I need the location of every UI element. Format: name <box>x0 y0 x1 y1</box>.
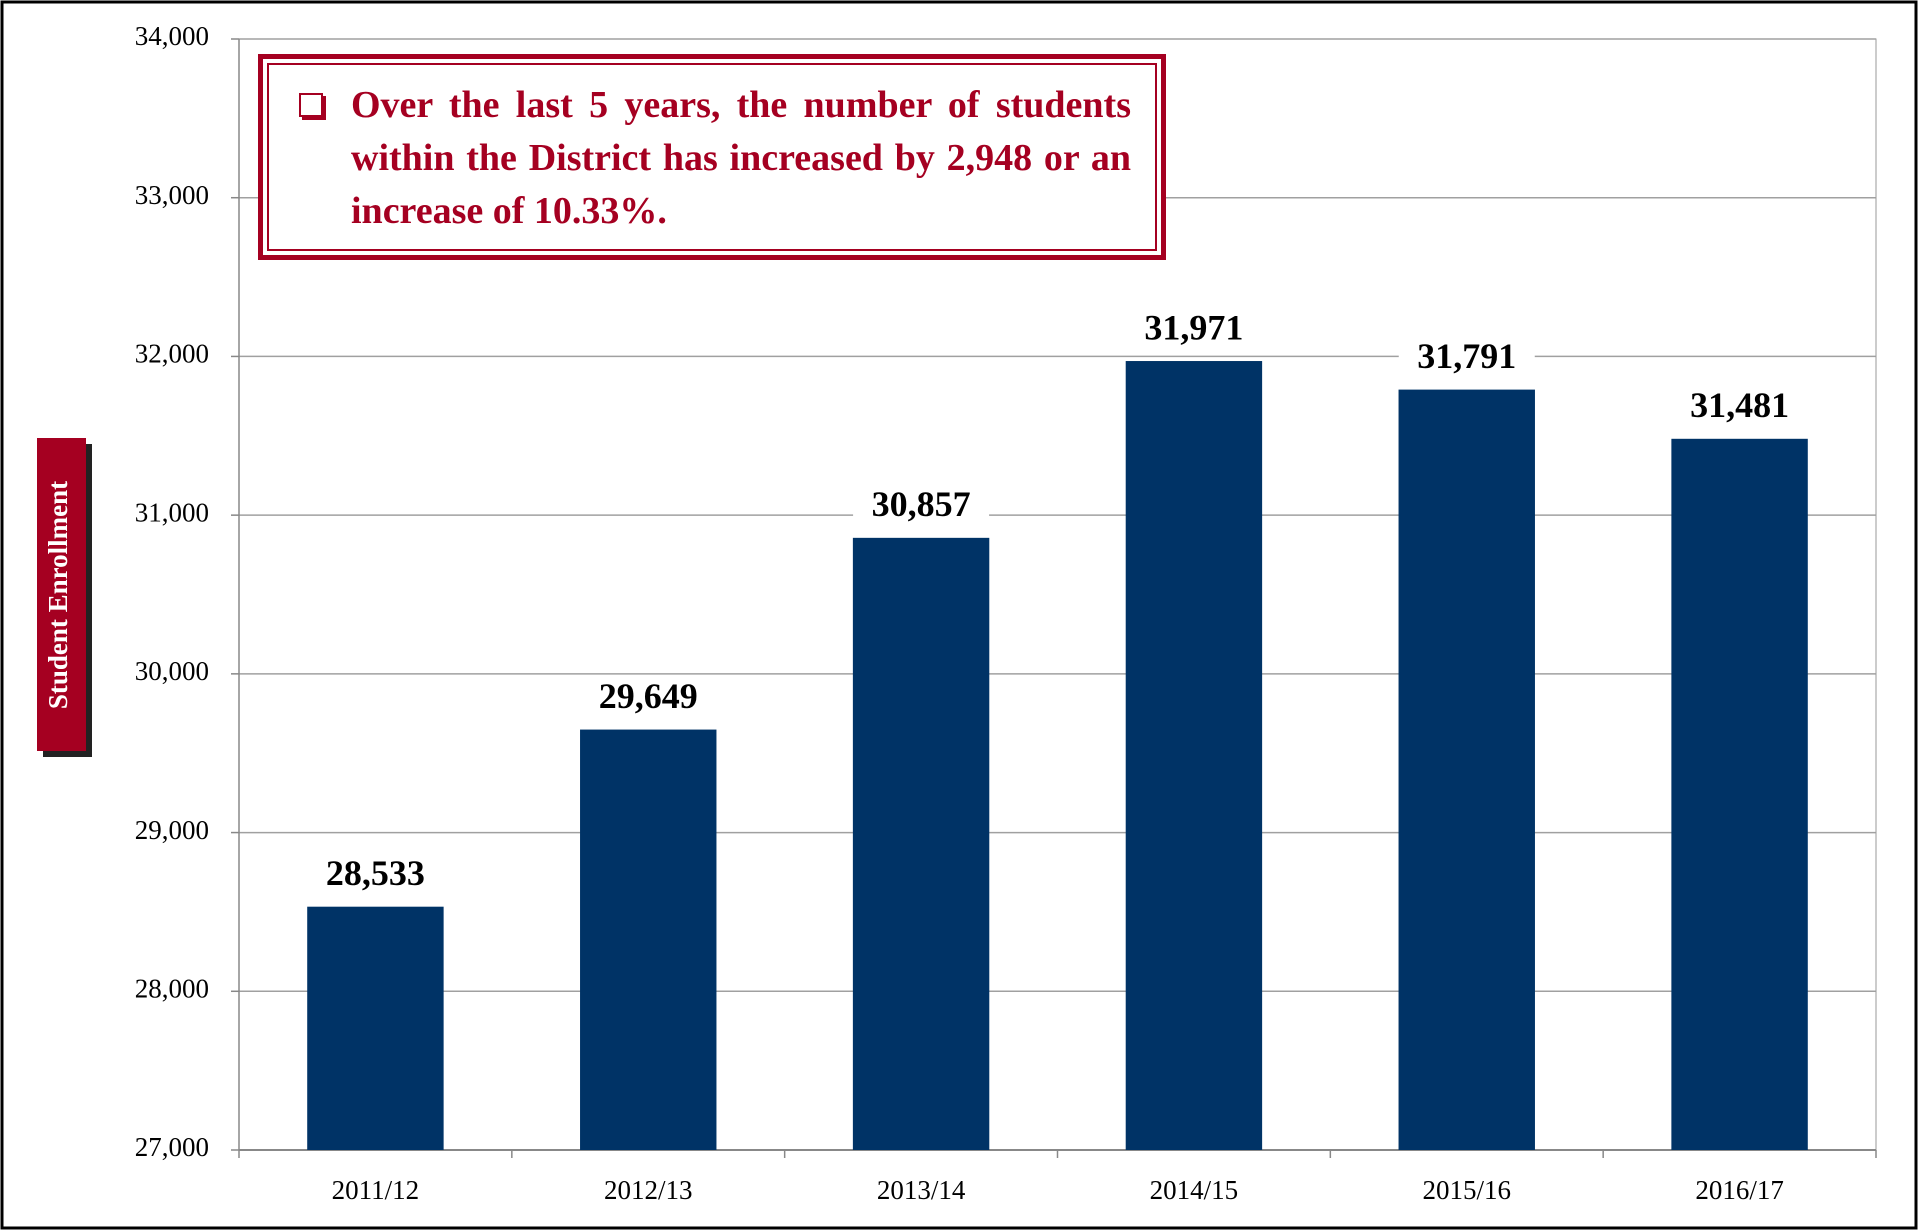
x-tick-label: 2011/12 <box>332 1175 420 1205</box>
annotation-inner-border <box>267 63 1157 251</box>
bar <box>852 537 990 1150</box>
data-label: 28,533 <box>326 853 425 893</box>
y-tick-label: 29,000 <box>135 815 209 845</box>
x-tick-label: 2014/15 <box>1150 1175 1239 1205</box>
y-tick-label: 28,000 <box>135 973 209 1003</box>
y-axis-label: Student Enrollment <box>43 481 73 709</box>
y-tick-label: 33,000 <box>135 180 209 210</box>
data-label: 31,791 <box>1417 336 1516 376</box>
data-label-bg <box>853 485 990 526</box>
y-tick-label: 34,000 <box>135 21 209 51</box>
data-label-bg <box>1671 386 1808 427</box>
x-tick-label: 2015/16 <box>1422 1175 1511 1205</box>
ylabel-box <box>37 438 86 751</box>
y-tick-label: 30,000 <box>135 656 209 686</box>
data-label-bg <box>1398 337 1535 378</box>
x-tick-label: 2012/13 <box>604 1175 693 1205</box>
data-label-bg <box>307 854 444 895</box>
bar <box>1125 361 1263 1151</box>
bar <box>1671 438 1808 1151</box>
bullet <box>299 93 323 117</box>
x-tick-label: 2013/14 <box>877 1175 966 1205</box>
data-label-bg <box>1125 309 1262 350</box>
y-tick-label: 32,000 <box>135 339 209 369</box>
y-tick-label: 27,000 <box>135 1132 209 1162</box>
data-label: 30,857 <box>872 484 971 524</box>
data-label-bg <box>580 677 717 718</box>
x-tick-label: 2016/17 <box>1695 1175 1784 1205</box>
bar <box>1398 389 1535 1150</box>
data-label: 31,481 <box>1690 385 1789 425</box>
y-tick-label: 31,000 <box>135 497 209 527</box>
bar <box>307 906 444 1150</box>
bar <box>580 729 717 1150</box>
data-label: 29,649 <box>599 676 698 716</box>
annotation: Over the last 5 years, the number of stu… <box>351 84 1131 232</box>
annotation-box: Over the last 5 years, the number of stu… <box>258 54 1166 260</box>
data-label: 31,971 <box>1144 307 1243 347</box>
